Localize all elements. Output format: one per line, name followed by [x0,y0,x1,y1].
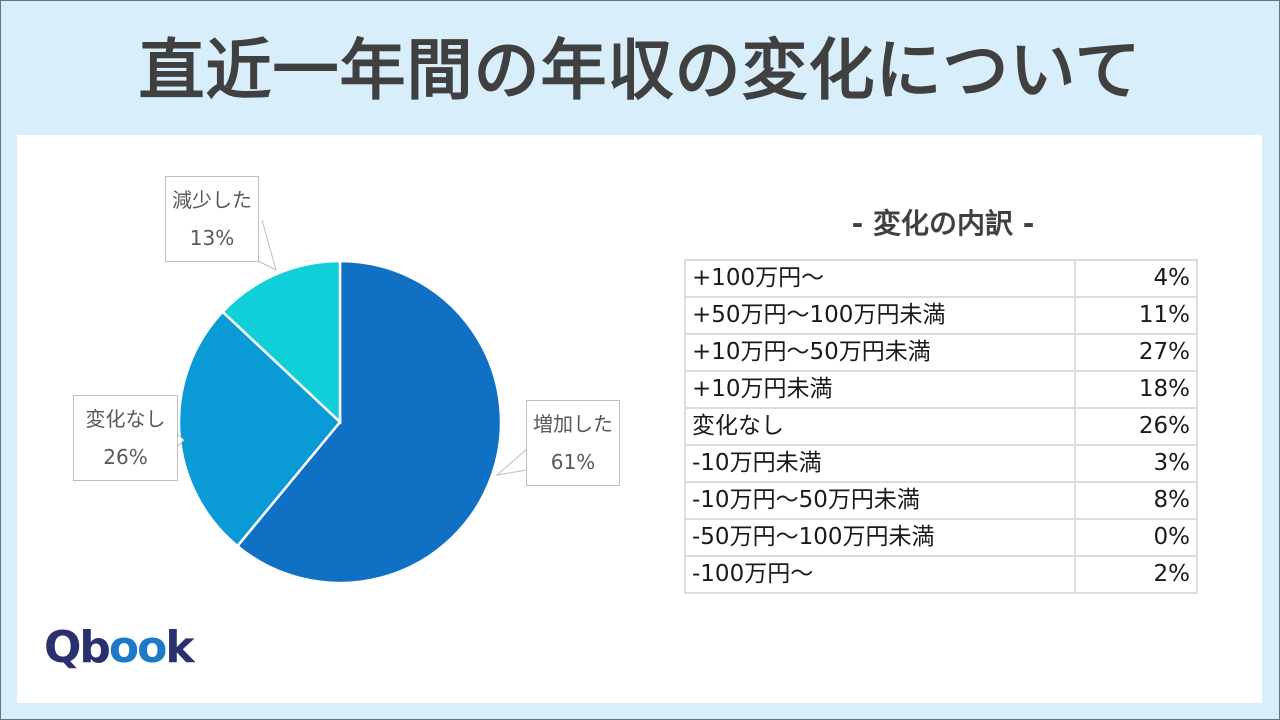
logo-k: k [165,622,194,673]
qbook-logo: Qbook [44,622,195,673]
row-value: 4% [1074,259,1198,298]
row-label: -10万円～50万円未満 [684,481,1076,520]
table-row: -100万円～ 2% [684,555,1198,594]
row-label: +10万円～50万円未満 [684,333,1076,372]
row-value: 26% [1074,407,1198,446]
row-label: 変化なし [684,407,1076,446]
callout-no-change-label: 変化なし [85,407,166,431]
breakdown-title: - 変化の内訳 - [851,207,1035,240]
pie-slice-no-change [177,310,342,548]
row-value: 3% [1074,444,1198,483]
callout-pointer-increase [495,448,528,476]
row-value: 18% [1074,370,1198,409]
page-title: 直近一年間の年収の変化について [138,32,1142,109]
callout-pointer-no-change [175,432,185,449]
callout-no-change: 変化なし 26% [73,395,178,481]
callout-decrease-value: 13% [189,226,235,250]
row-value: 2% [1074,555,1198,594]
breakdown-table: +100万円～ 4% +50万円～100万円未満 11% +10万円～50万円未満 2… [684,259,1198,594]
row-label: -10万円未満 [684,444,1076,483]
row-label: +50万円～100万円未満 [684,296,1076,335]
callout-decrease-label: 減少した [172,188,252,212]
row-label: -100万円～ [684,555,1076,594]
table-row: +10万円～50万円未満 27% [684,333,1198,372]
table-row: 変化なし 26% [684,407,1198,446]
logo-oo: oo [108,622,167,673]
callout-no-change-value: 26% [103,445,148,469]
callout-increase-label: 増加した [533,412,613,436]
logo-q: Q [44,622,81,673]
row-value: 0% [1074,518,1198,557]
table-row: +10万円未満 18% [684,370,1198,409]
table-row: -50万円～100万円未満 0% [684,518,1198,557]
callout-decrease: 減少した 13% [165,176,259,262]
table-row: +50万円～100万円未満 11% [684,296,1198,335]
table-row: -10万円未満 3% [684,444,1198,483]
callout-increase: 増加した 61% [526,400,620,486]
row-value: 11% [1074,296,1198,335]
row-value: 27% [1074,333,1198,372]
row-value: 8% [1074,481,1198,520]
logo-b: b [79,622,110,673]
row-label: +100万円～ [684,259,1076,298]
row-label: +10万円未満 [684,370,1076,409]
pie-slice-decrease [220,259,342,425]
row-label: -50万円～100万円未満 [684,518,1076,557]
callout-pointer-decrease [257,219,277,271]
callout-increase-value: 61% [550,450,596,474]
table-row: +100万円～ 4% [684,259,1198,298]
pie-slice-increase [235,259,503,585]
table-row: -10万円～50万円未満 8% [684,481,1198,520]
